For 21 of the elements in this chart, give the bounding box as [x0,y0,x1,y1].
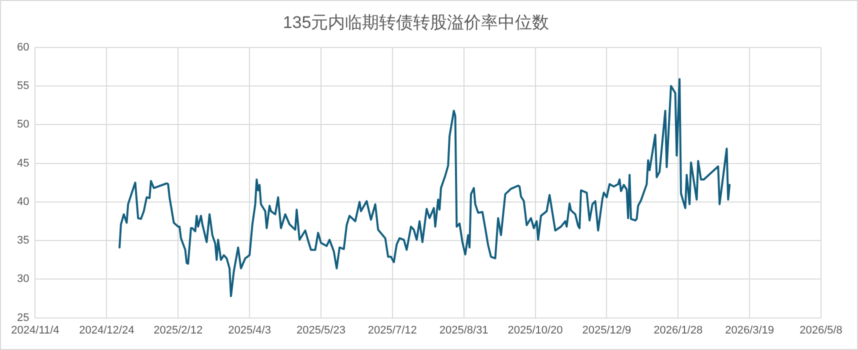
x-tick-label: 2025/8/31 [439,324,488,336]
y-tick-label: 35 [16,234,30,247]
x-tick-label: 2025/5/23 [296,324,346,336]
x-tick-label: 2026/1/28 [654,324,703,336]
x-tick-label: 2024/12/24 [79,324,134,336]
y-tick-label: 25 [16,312,30,324]
x-tick-label: 2025/12/9 [582,324,632,336]
x-tick-label: 2025/10/20 [508,324,563,336]
y-tick-label: 30 [16,273,30,286]
y-tick-label: 60 [16,41,30,54]
y-tick-label: 40 [16,196,30,208]
x-tick-label: 2025/2/12 [154,324,203,336]
y-tick-label: 45 [16,157,30,170]
x-tick-label: 2025/4/3 [228,324,271,336]
y-tick-label: 50 [16,118,30,131]
x-tick-label: 2026/5/8 [800,324,842,336]
x-tick-label: 2025/7/12 [368,324,417,336]
chart-title: 135元内临期转债转股溢价率中位数 [282,12,550,32]
x-tick-label: 2024/11/4 [11,324,60,336]
y-tick-label: 55 [16,80,30,92]
x-tick-label: 2026/3/19 [725,324,774,336]
